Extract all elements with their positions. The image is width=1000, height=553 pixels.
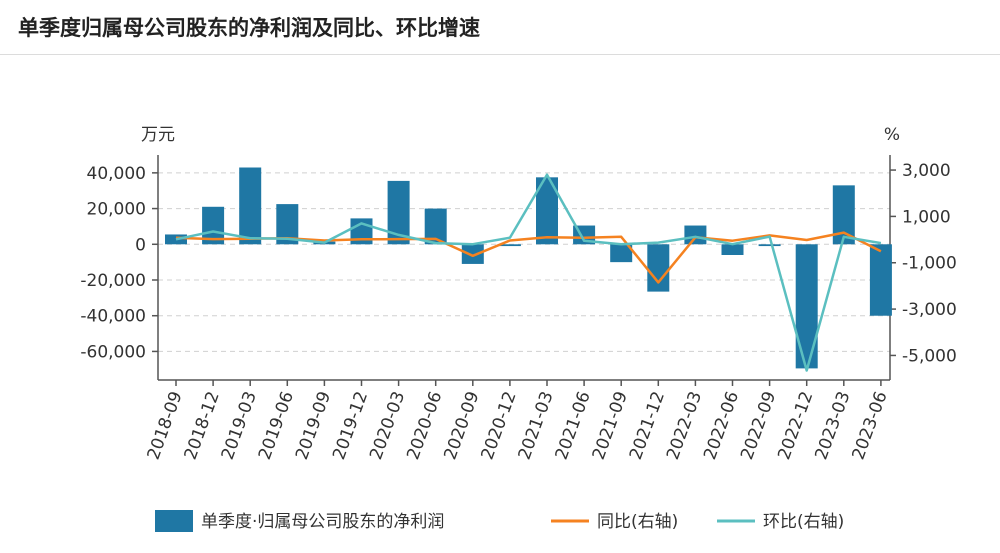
legend-label-bar: 单季度·归属母公司股东的净利润 (201, 512, 444, 532)
x-tick-label: 2019-12 (329, 389, 372, 463)
x-tick-label: 2019-09 (292, 389, 335, 463)
bar-net-profit (276, 204, 299, 245)
x-tick-label: 2021-03 (515, 389, 558, 463)
x-tick-label: 2019-06 (255, 389, 298, 463)
bar-net-profit (721, 244, 744, 255)
bar-net-profit (536, 177, 558, 245)
x-tick-label: 2022-03 (663, 389, 706, 463)
y-right-tick-label: -1,000 (902, 254, 957, 274)
y-right-tick-label: -5,000 (902, 346, 957, 366)
y-right-tick-label: -3,000 (902, 300, 957, 320)
bar-net-profit (758, 244, 781, 247)
x-tick-label: 2018-12 (181, 389, 224, 463)
x-tick-label: 2021-09 (589, 389, 632, 463)
legend-swatch-bar (155, 510, 193, 532)
bar-net-profit (239, 167, 262, 245)
x-tick-label: 2023-03 (811, 389, 854, 463)
x-tick-label: 2022-06 (700, 389, 743, 463)
chart-title: 单季度归属母公司股东的净利润及同比、环比增速 (18, 16, 480, 40)
x-tick-label: 2020-03 (366, 389, 409, 463)
x-tick-label: 2018-09 (144, 389, 187, 463)
y-left-tick-label: -20,000 (80, 271, 146, 291)
x-tick-label: 2022-12 (774, 389, 817, 463)
x-tick-label: 2022-09 (737, 389, 780, 463)
y-right-unit: % (884, 125, 900, 145)
x-tick-label: 2021-12 (626, 389, 669, 463)
x-tick-label: 2020-12 (478, 389, 521, 463)
x-tick-label: 2020-09 (440, 389, 483, 463)
bar-net-profit (869, 244, 892, 316)
y-left-tick-label: -60,000 (80, 342, 146, 362)
y-left-tick-label: 40,000 (87, 164, 146, 184)
legend-label-yoy: 同比(右轴) (597, 512, 678, 532)
bar-net-profit (202, 206, 225, 245)
bar-net-profit (610, 244, 633, 263)
y-left-tick-label: 20,000 (87, 200, 146, 220)
y-left-tick-label: 0 (135, 235, 146, 255)
x-tick-label: 2021-06 (552, 389, 595, 463)
chart-header: 单季度归属母公司股东的净利润及同比、环比增速 (0, 0, 1000, 55)
line-qoq (175, 173, 882, 372)
bar-net-profit (832, 185, 855, 245)
x-tick-label: 2023-06 (849, 389, 892, 463)
bar-net-profit (387, 180, 410, 245)
x-tick-label: 2019-03 (218, 389, 261, 463)
y-right-tick-label: 1,000 (902, 207, 951, 227)
x-tick-label: 2020-06 (403, 389, 446, 463)
bar-net-profit (795, 244, 818, 369)
legend-label-qoq: 环比(右轴) (763, 512, 844, 532)
bar-net-profit (684, 225, 707, 245)
y-left-tick-label: -40,000 (80, 307, 146, 327)
y-right-tick-label: 3,000 (902, 161, 951, 181)
bar-net-profit (647, 244, 670, 292)
y-left-unit: 万元 (141, 125, 175, 145)
bar-net-profit (461, 244, 484, 264)
bar-net-profit (498, 244, 521, 247)
bar-net-profit (165, 234, 187, 245)
bar-net-profit (424, 208, 447, 245)
